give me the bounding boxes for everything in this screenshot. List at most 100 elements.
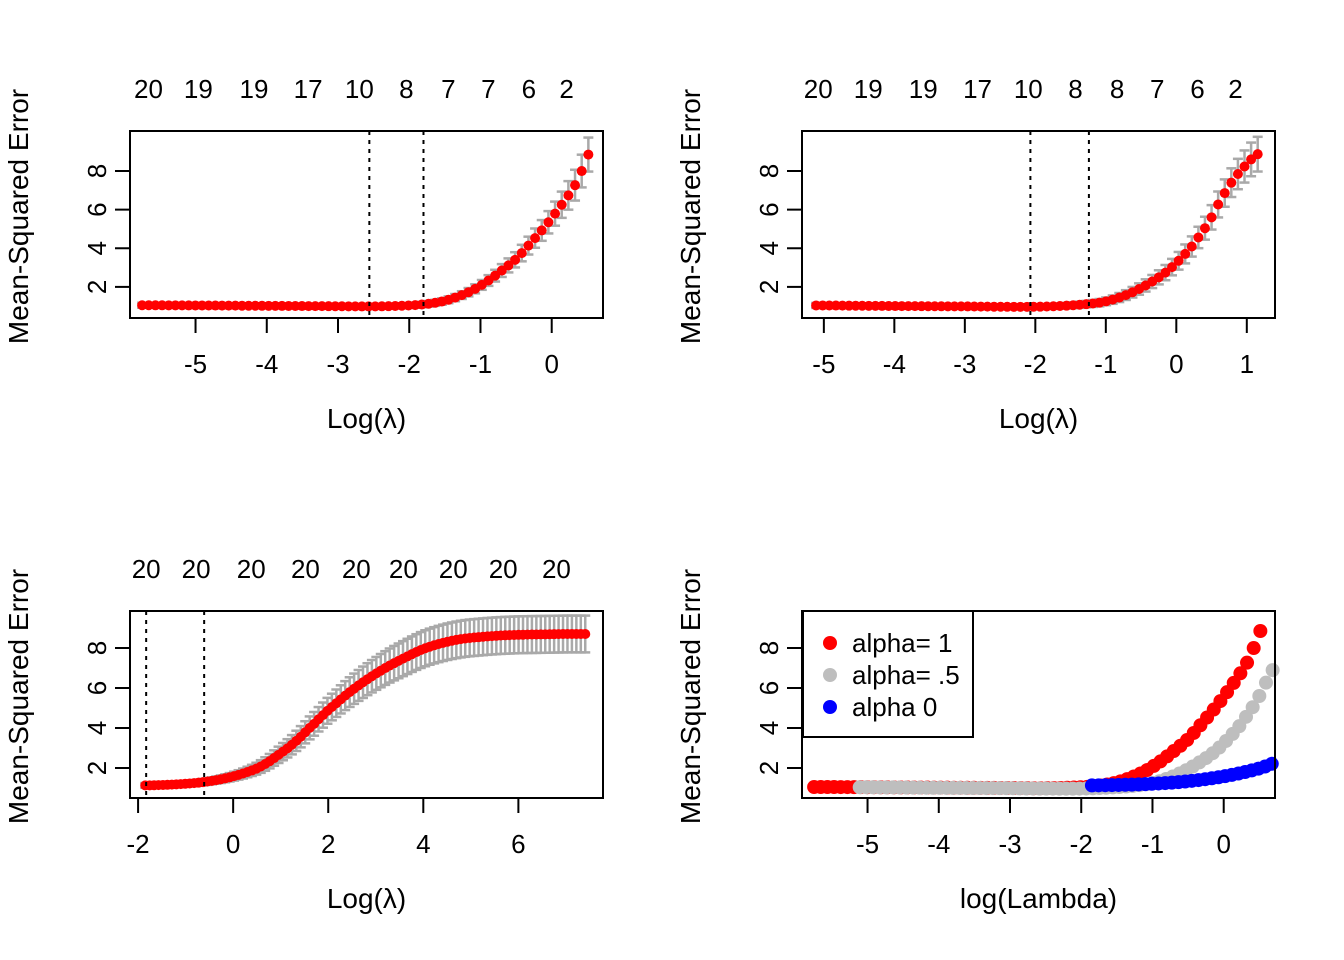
data-points	[807, 624, 1280, 796]
y-axis: 2 4 6 8 Mean-Squared Error	[3, 569, 130, 824]
x-tick-label: -3	[998, 829, 1021, 859]
panel-top-left-cv-lasso: -5 -4 -3 -2 -1 0 Log(λ) 2 4 6 8 Mean-Squared Error 2…	[0, 0, 672, 480]
top-axis-label: 20	[291, 554, 320, 584]
x-tick-label: -5	[184, 349, 207, 379]
x-tick-label: 0	[1216, 829, 1230, 859]
x-tick-label: 0	[544, 349, 558, 379]
panel-top-right-cv-elasticnet: -5 -4 -3 -2 -1 0 1 Log(λ) 2 4 6 8 Mean-Squared Error…	[672, 0, 1344, 480]
x-tick-label: 1	[1240, 349, 1254, 379]
top-axis-label: 17	[963, 74, 992, 104]
top-axis-label: 19	[239, 74, 268, 104]
top-axis-label: 20	[132, 554, 161, 584]
chart-top-right: -5 -4 -3 -2 -1 0 1 Log(λ) 2 4 6 8 Mean-Squared Error…	[675, 74, 1276, 434]
top-axis-df-labels: 20 20 20 20 20 20 20 20 20	[132, 554, 571, 584]
data-points	[811, 149, 1263, 312]
x-tick-label: 0	[1169, 349, 1183, 379]
top-axis-label: 20	[439, 554, 468, 584]
x-tick-label: 0	[226, 829, 240, 859]
y-tick-label: 2	[82, 761, 112, 775]
x-tick-label: -5	[812, 349, 835, 379]
legend-marker-blue	[823, 700, 837, 714]
x-tick-label: -4	[883, 349, 906, 379]
data-points	[137, 149, 594, 312]
y-tick-label: 4	[82, 241, 112, 255]
legend-marker-red	[823, 636, 837, 650]
top-axis-label: 17	[294, 74, 323, 104]
x-tick-label: -4	[927, 829, 950, 859]
y-tick-label: 6	[754, 681, 784, 695]
top-axis-label: 19	[854, 74, 883, 104]
x-tick-label: -4	[255, 349, 278, 379]
y-tick-label: 4	[82, 721, 112, 735]
data-points	[140, 628, 591, 791]
top-axis-label: 19	[184, 74, 213, 104]
x-axis-title: Log(λ)	[999, 403, 1078, 434]
top-axis-label: 2	[559, 74, 573, 104]
x-tick-label: 6	[511, 829, 525, 859]
top-axis-label: 6	[1190, 74, 1204, 104]
lambda-reference-lines	[368, 131, 425, 318]
x-tick-label: -5	[856, 829, 879, 859]
y-tick-label: 2	[82, 280, 112, 294]
top-axis-label: 20	[342, 554, 371, 584]
plot-box	[129, 610, 604, 799]
top-axis-df-labels: 20 19 19 17 10 8 8 7 6 2	[804, 74, 1243, 104]
top-axis-label: 7	[1150, 74, 1164, 104]
y-tick-label: 2	[754, 761, 784, 775]
y-axis-title: Mean-Squared Error	[675, 569, 706, 824]
x-tick-label: -2	[1024, 349, 1047, 379]
x-tick-label: -1	[469, 349, 492, 379]
error-bars	[811, 135, 1263, 311]
plot-box	[801, 130, 1276, 319]
legend-label: alpha 0	[852, 692, 937, 722]
x-axis: -2 0 2 4 6 Log(λ)	[127, 798, 526, 914]
y-tick-label: 4	[754, 241, 784, 255]
series-cv-mse-alpha-0	[140, 628, 591, 791]
lambda-reference-lines	[1029, 131, 1090, 318]
top-axis-label: 6	[522, 74, 536, 104]
x-tick-label: -1	[1141, 829, 1164, 859]
top-axis-label: 7	[481, 74, 495, 104]
x-tick-label: -2	[127, 829, 150, 859]
top-axis-label: 7	[441, 74, 455, 104]
x-tick-label: -3	[326, 349, 349, 379]
lambda-reference-lines	[145, 611, 206, 798]
x-axis-title: Log(λ)	[327, 883, 406, 914]
top-axis-label: 10	[345, 74, 374, 104]
y-axis: 2 4 6 8 Mean-Squared Error	[3, 89, 130, 344]
x-tick-label: -1	[1094, 349, 1117, 379]
y-axis: 2 4 6 8 Mean-Squared Error	[675, 89, 802, 344]
y-axis-title: Mean-Squared Error	[675, 89, 706, 344]
y-axis: 2 4 6 8 Mean-Squared Error	[675, 569, 802, 824]
top-axis-label: 2	[1228, 74, 1242, 104]
x-tick-label: -2	[1070, 829, 1093, 859]
y-axis-title: Mean-Squared Error	[3, 569, 34, 824]
panel-bottom-right-comparison: -5 -4 -3 -2 -1 0 log(Lambda) 2 4 6 8 Mean-Squared E…	[672, 480, 1344, 960]
y-tick-label: 4	[754, 721, 784, 735]
chart-bottom-right: -5 -4 -3 -2 -1 0 log(Lambda) 2 4 6 8 Mean-Squared E…	[675, 569, 1280, 914]
y-tick-label: 8	[82, 641, 112, 655]
error-bars	[137, 136, 594, 311]
legend-marker-gray	[823, 668, 837, 682]
y-tick-label: 6	[754, 202, 784, 216]
plot-box	[129, 130, 604, 319]
top-axis-label: 20	[389, 554, 418, 584]
top-axis-label: 10	[1014, 74, 1043, 104]
x-axis: -5 -4 -3 -2 -1 0 1 Log(λ)	[812, 318, 1254, 434]
x-tick-label: -3	[953, 349, 976, 379]
top-axis-label: 20	[804, 74, 833, 104]
y-tick-label: 6	[82, 681, 112, 695]
top-axis-label: 8	[1110, 74, 1124, 104]
x-tick-label: -2	[398, 349, 421, 379]
x-tick-label: 4	[416, 829, 430, 859]
series-mse-alpha-0	[1084, 756, 1279, 793]
top-axis-label: 20	[134, 74, 163, 104]
y-tick-label: 6	[82, 202, 112, 216]
y-tick-label: 8	[754, 641, 784, 655]
x-axis: -5 -4 -3 -2 -1 0 log(Lambda)	[856, 798, 1231, 914]
legend-label: alpha= .5	[852, 660, 960, 690]
y-tick-label: 2	[754, 280, 784, 294]
